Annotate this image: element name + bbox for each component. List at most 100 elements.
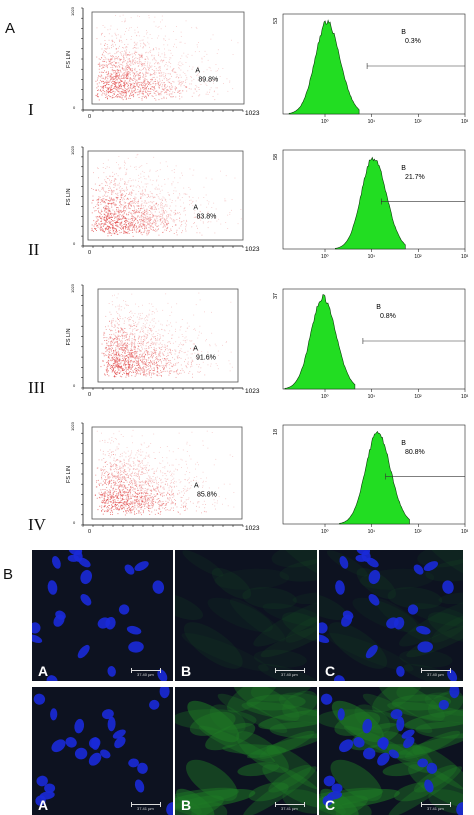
gate-b-percent: 0.8% bbox=[380, 313, 396, 320]
gate-a-label: A bbox=[193, 345, 198, 352]
histogram-xtick: 10¹ bbox=[368, 254, 376, 260]
scatter-ytop-tick: 1023 bbox=[70, 6, 75, 16]
micrograph-letter: B bbox=[181, 663, 192, 679]
gate-a-label: A bbox=[195, 68, 200, 75]
micrograph-letter: C bbox=[325, 663, 336, 679]
histogram-xtick: 10¹ bbox=[368, 529, 376, 535]
histogram-xtick: 10³ bbox=[461, 119, 469, 125]
histogram-xtick: 10² bbox=[414, 529, 422, 535]
micrograph-image bbox=[32, 550, 168, 681]
panel-b-label: B bbox=[3, 566, 14, 583]
micrograph-image bbox=[319, 687, 463, 815]
row-roman-label: III bbox=[28, 378, 45, 397]
histogram-xtick: 10⁰ bbox=[321, 394, 329, 400]
gate-a-box bbox=[91, 11, 245, 105]
gate-a-percent: 83.8% bbox=[197, 214, 217, 221]
micrograph-image bbox=[33, 687, 173, 815]
histogram-xtick: 10² bbox=[414, 394, 422, 400]
scatter-y0-tick: 0 bbox=[73, 241, 76, 246]
gate-b-percent: 0.3% bbox=[405, 38, 421, 45]
scatter-ylabel: FS LIN bbox=[66, 51, 72, 68]
histogram-frame bbox=[282, 288, 466, 390]
gate-a-box bbox=[87, 150, 244, 241]
histogram-ymax: 53 bbox=[273, 18, 279, 24]
histogram-xtick: 10⁰ bbox=[321, 119, 329, 125]
histogram-xtick: 10⁰ bbox=[321, 254, 329, 260]
micrograph-letter: B bbox=[181, 797, 192, 813]
scatter-ytop-tick: 1023 bbox=[70, 283, 75, 293]
histogram-curve bbox=[339, 430, 410, 525]
micrograph-b: B 37.40 µm bbox=[175, 550, 317, 681]
scatter-ylabel: FS LIN bbox=[66, 466, 72, 483]
scale-bar-label: 37.40 µm bbox=[427, 672, 444, 677]
scatter-plot: FS LIN 1023 0 0 1023 A 91.6% bbox=[66, 283, 260, 398]
scatter-x0-tick: 0 bbox=[88, 392, 91, 398]
histogram-xtick: 10¹ bbox=[368, 119, 376, 125]
micrograph-a: A 37.40 µm bbox=[32, 550, 173, 681]
histogram-ymax: 37 bbox=[273, 293, 279, 299]
row-roman-label: I bbox=[28, 100, 34, 119]
histogram-xtick: 10¹ bbox=[368, 394, 376, 400]
row-roman-label: II bbox=[28, 240, 40, 259]
gate-a-box bbox=[91, 426, 243, 520]
scatter-x0-tick: 0 bbox=[88, 529, 91, 535]
gate-a-percent: 91.6% bbox=[196, 354, 216, 361]
scale-bar bbox=[275, 668, 305, 673]
histogram-frame bbox=[282, 13, 466, 115]
scatter-x0-tick: 0 bbox=[88, 114, 91, 120]
scatter-plot: FS LIN 1023 0 0 1023 A 85.8% bbox=[66, 421, 260, 535]
scatter-points bbox=[94, 429, 235, 516]
histogram-plot: 10⁰ 10¹ 10² 10³ 18 B 80.8% bbox=[273, 424, 469, 535]
scale-bar-label: 37.40 µm bbox=[281, 672, 298, 677]
histogram-curve bbox=[334, 156, 406, 250]
micrograph-a: A 37.41 µm bbox=[32, 687, 173, 815]
micrograph-image bbox=[175, 550, 317, 681]
histogram-xtick: 10³ bbox=[461, 254, 469, 260]
scatter-ylabel: FS LIN bbox=[66, 188, 72, 205]
scatter-plot: FS LIN 1023 0 0 1023 A 89.8% bbox=[66, 6, 260, 120]
scale-bar-label: 37.40 µm bbox=[137, 672, 154, 677]
scale-bar bbox=[131, 668, 161, 673]
scatter-xmax-tick: 1023 bbox=[245, 246, 260, 253]
histogram-xtick: 10² bbox=[414, 119, 422, 125]
micrograph-letter: A bbox=[38, 797, 49, 813]
histogram-curve bbox=[284, 294, 356, 390]
histogram-xtick: 10⁰ bbox=[321, 529, 329, 535]
histogram-xtick: 10² bbox=[414, 254, 422, 260]
histogram-ymax: 18 bbox=[273, 429, 279, 435]
micrograph-image bbox=[319, 550, 463, 681]
scale-bar bbox=[275, 802, 305, 807]
row-roman-label: IV bbox=[28, 515, 46, 534]
scatter-y0-tick: 0 bbox=[73, 383, 76, 388]
scale-bar bbox=[421, 802, 451, 807]
scatter-y0-tick: 0 bbox=[73, 105, 76, 110]
scatter-ytop-tick: 1023 bbox=[70, 145, 75, 155]
micrograph-b: B 37.41 µm bbox=[175, 687, 317, 815]
scale-bar bbox=[421, 668, 451, 673]
micrograph-c: C 37.40 µm bbox=[319, 550, 463, 681]
scatter-xmax-tick: 1023 bbox=[245, 110, 260, 117]
histogram-xtick: 10³ bbox=[461, 529, 469, 535]
histogram-plot: 10⁰ 10¹ 10² 10³ 53 B 0.3% bbox=[273, 13, 469, 125]
micrograph-c: C 37.41 µm bbox=[319, 687, 463, 815]
histogram-ymax: 58 bbox=[273, 154, 279, 160]
gate-b-label: B bbox=[401, 29, 406, 36]
scatter-ylabel: FS LIN bbox=[66, 328, 72, 345]
scatter-x0-tick: 0 bbox=[88, 250, 91, 256]
scale-bar-label: 37.41 µm bbox=[281, 806, 298, 811]
scatter-xmax-tick: 1023 bbox=[245, 388, 260, 395]
panel-a-label: A bbox=[5, 20, 16, 37]
scale-bar-label: 37.41 µm bbox=[427, 806, 444, 811]
histogram-plot: 10⁰ 10¹ 10² 10³ 37 B 0.8% bbox=[273, 288, 469, 400]
scale-bar bbox=[131, 802, 161, 807]
histogram-curve bbox=[288, 19, 360, 115]
scatter-points bbox=[95, 14, 239, 101]
gate-a-percent: 85.8% bbox=[197, 492, 217, 499]
scale-bar-label: 37.41 µm bbox=[137, 806, 154, 811]
gate-a-label: A bbox=[194, 483, 199, 490]
scatter-xmax-tick: 1023 bbox=[245, 525, 260, 532]
micrograph-letter: A bbox=[38, 663, 49, 679]
scatter-plot: FS LIN 1023 0 0 1023 A 83.8% bbox=[66, 145, 260, 256]
gate-a-label: A bbox=[193, 205, 198, 212]
gate-b-percent: 21.7% bbox=[405, 174, 425, 181]
